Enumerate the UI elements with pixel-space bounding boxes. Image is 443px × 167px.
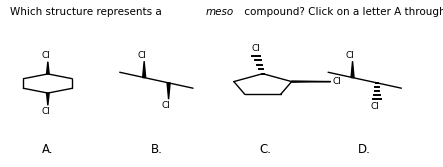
Text: meso: meso — [206, 7, 234, 17]
Text: Cl: Cl — [138, 51, 147, 60]
Text: B.: B. — [151, 142, 162, 155]
Text: Cl: Cl — [162, 101, 171, 110]
Text: D.: D. — [358, 142, 371, 155]
Text: A.: A. — [42, 142, 54, 155]
Text: Cl: Cl — [346, 51, 355, 60]
Text: Cl: Cl — [252, 44, 260, 53]
Polygon shape — [47, 93, 49, 105]
Text: Cl: Cl — [41, 51, 50, 60]
Polygon shape — [143, 61, 146, 77]
Polygon shape — [167, 83, 170, 99]
Text: Cl: Cl — [41, 107, 50, 116]
Text: Cl: Cl — [370, 102, 379, 111]
Polygon shape — [47, 62, 49, 74]
Text: compound? Click on a letter A through D to answer.: compound? Click on a letter A through D … — [241, 7, 443, 17]
Polygon shape — [291, 81, 331, 82]
Polygon shape — [351, 61, 354, 77]
Text: Which structure represents a: Which structure represents a — [10, 7, 165, 17]
Text: Cl: Cl — [333, 77, 342, 86]
Text: C.: C. — [259, 142, 271, 155]
